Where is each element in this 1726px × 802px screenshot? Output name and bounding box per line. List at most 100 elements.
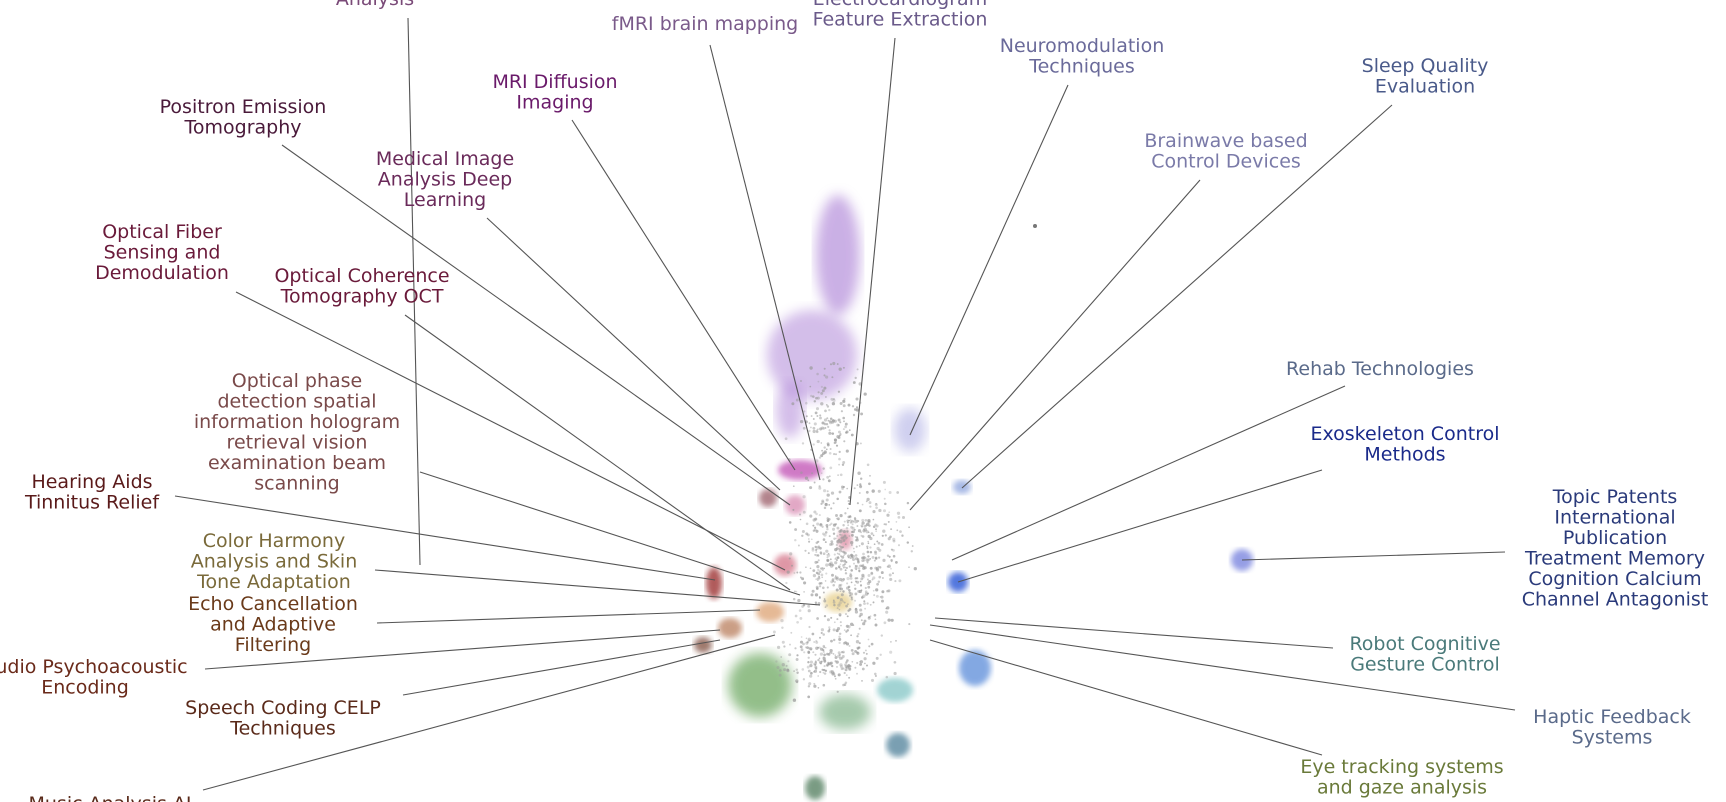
scatter-point <box>861 573 865 578</box>
scatter-point <box>871 555 875 559</box>
scatter-point <box>875 506 878 510</box>
scatter-point <box>838 553 841 556</box>
scatter-point <box>859 485 863 489</box>
scatter-point <box>839 433 842 436</box>
scatter-point <box>866 550 870 554</box>
scatter-point <box>848 565 851 568</box>
scatter-point <box>864 649 867 652</box>
scatter-point <box>847 502 850 505</box>
topic-label-line: Methods <box>1364 444 1445 466</box>
scatter-point <box>875 530 878 533</box>
scatter-point <box>830 507 833 510</box>
scatter-point <box>869 474 871 477</box>
scatter-point <box>800 636 803 638</box>
scatter-point <box>853 487 856 490</box>
scatter-point <box>838 577 843 582</box>
scatter-point <box>843 629 846 631</box>
scatter-point <box>833 671 835 674</box>
scatter-point <box>814 545 817 549</box>
scatter-point <box>801 668 805 671</box>
scatter-point <box>810 394 813 398</box>
scatter-point <box>844 425 847 429</box>
scatter-point <box>840 583 843 587</box>
scatter-point <box>847 625 851 629</box>
scatter-point <box>818 514 821 517</box>
scatter-point <box>844 543 847 545</box>
scatter-point <box>854 607 858 610</box>
scatter-point <box>815 639 818 642</box>
scatter-point <box>811 548 815 552</box>
scatter-point <box>877 556 881 559</box>
scatter-point <box>856 368 859 371</box>
scatter-point <box>858 646 860 649</box>
scatter-point <box>839 563 842 566</box>
scatter-point <box>859 442 862 445</box>
scatter-point <box>873 594 876 597</box>
scatter-point <box>842 667 845 670</box>
scatter-point <box>807 661 810 664</box>
scatter-point <box>833 441 836 445</box>
scatter-point <box>862 622 866 626</box>
scatter-point <box>857 559 860 563</box>
scatter-point <box>792 508 795 511</box>
topic-label-line: Techniques <box>1028 56 1135 78</box>
scatter-point <box>864 590 868 593</box>
scatter-point <box>862 528 865 531</box>
scatter-point <box>866 497 870 502</box>
scatter-point <box>802 642 805 646</box>
scatter-point <box>809 366 813 370</box>
scatter-point <box>811 472 814 475</box>
cluster-isolated-gray <box>1033 224 1037 228</box>
scatter-point <box>851 523 854 526</box>
scatter-point <box>867 555 870 558</box>
topic-label-analysis: Analysis <box>336 0 414 10</box>
scatter-point <box>886 565 889 568</box>
scatter-point <box>820 391 824 395</box>
leader-line-optical-fiber-sensing <box>235 291 786 571</box>
scatter-point <box>813 510 817 514</box>
leader-line-robot-cognitive-gesture <box>934 617 1334 649</box>
scatter-point <box>792 485 795 488</box>
scatter-point <box>840 545 843 549</box>
scatter-point <box>826 618 830 622</box>
scatter-point <box>820 567 823 570</box>
scatter-point <box>884 502 887 506</box>
scatter-point <box>788 521 792 524</box>
scatter-point <box>843 554 845 557</box>
scatter-point <box>877 565 880 568</box>
cluster-dark-red-small <box>759 489 777 507</box>
scatter-point <box>831 419 835 422</box>
scatter-point <box>800 380 802 382</box>
scatter-point <box>876 582 879 586</box>
scatter-point <box>858 492 861 494</box>
scatter-point <box>888 555 891 558</box>
scatter-point <box>823 446 826 449</box>
scatter-point <box>834 441 837 444</box>
scatter-point <box>820 385 824 389</box>
scatter-point <box>808 540 811 543</box>
scatter-point <box>831 402 836 406</box>
scatter-point <box>809 660 813 664</box>
scatter-point <box>820 628 825 632</box>
scatter-point <box>810 538 813 541</box>
topic-label-line: Demodulation <box>95 262 229 284</box>
scatter-point <box>815 667 818 670</box>
scatter-point <box>832 599 835 602</box>
scatter-point <box>875 594 879 598</box>
topic-label-robot-cognitive-gesture: Robot Cognitive Gesture Control <box>1349 633 1500 676</box>
scatter-point <box>815 548 818 552</box>
scatter-point <box>818 485 821 488</box>
scatter-point <box>868 616 871 619</box>
scatter-point <box>825 604 829 607</box>
scatter-point <box>838 601 842 605</box>
topic-label-exoskeleton-control: Exoskeleton Control Methods <box>1310 423 1499 466</box>
scatter-point <box>888 573 892 577</box>
topic-label-line: International <box>1554 507 1675 529</box>
scatter-point <box>880 634 883 637</box>
scatter-point <box>869 558 872 560</box>
scatter-point <box>821 525 824 528</box>
scatter-point <box>865 500 868 503</box>
cluster-green-bottom <box>819 694 871 730</box>
scatter-point <box>859 612 863 617</box>
scatter-point <box>842 536 845 539</box>
